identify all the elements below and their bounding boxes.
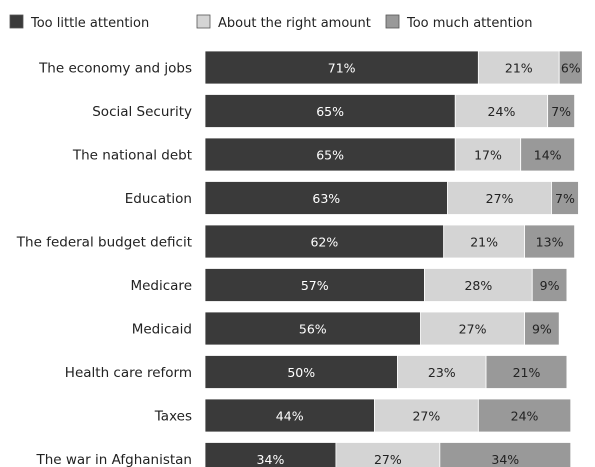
data-label: 34% bbox=[257, 452, 285, 467]
bar-segment-about-the-right-amount bbox=[443, 224, 525, 259]
data-label: 6% bbox=[561, 61, 581, 76]
data-label: 13% bbox=[536, 235, 564, 250]
data-label: 65% bbox=[316, 148, 344, 163]
data-label: 23% bbox=[428, 365, 456, 380]
data-label: 21% bbox=[470, 235, 498, 250]
data-label: 71% bbox=[328, 61, 356, 76]
category-label: Health care reform bbox=[65, 365, 192, 381]
bar-row-the-economy-and-jobs: 71% 21% 6% bbox=[204, 50, 583, 85]
data-label: 28% bbox=[464, 278, 492, 293]
bar-row-social-security: 65% 24% 7% bbox=[204, 94, 576, 128]
legend-item-too-much-attention: Too much attention bbox=[385, 14, 533, 31]
data-label: 21% bbox=[513, 365, 541, 380]
bar-segment-too-little-attention bbox=[204, 355, 398, 389]
bar-segment-too-little-attention bbox=[204, 224, 445, 259]
category-label: Medicare bbox=[130, 278, 192, 294]
bar-row-the-federal-budget-deficit: 62% 21% 13% bbox=[204, 224, 575, 259]
legend: Too little attention About the right amou… bbox=[9, 14, 533, 31]
bar-segment-about-the-right-amount bbox=[373, 398, 479, 433]
bar-segment-about-the-right-amount bbox=[477, 50, 560, 85]
bar-segment-too-little-attention bbox=[204, 181, 448, 215]
data-label: 57% bbox=[301, 278, 329, 293]
bar-segment-about-the-right-amount bbox=[420, 311, 525, 346]
bar-row-the-national-debt: 65% 17% 14% bbox=[204, 137, 576, 172]
legend-item-too-little-attention: Too little attention bbox=[9, 14, 149, 31]
category-labels: The economy and jobs Social Security The n… bbox=[16, 61, 192, 467]
category-label: The economy and jobs bbox=[38, 61, 192, 77]
bar-segment-too-much-attention bbox=[524, 311, 560, 346]
bar-row-medicare: 57% 28% 9% bbox=[204, 268, 568, 302]
bar-segment-too-little-attention bbox=[204, 311, 422, 346]
bar-segment-too-much-attention bbox=[520, 137, 576, 172]
category-label: The national debt bbox=[72, 148, 192, 164]
data-label: 17% bbox=[474, 148, 502, 163]
category-label: The federal budget deficit bbox=[16, 235, 192, 251]
legend-item-about-the-right-amount: About the right amount bbox=[196, 14, 371, 31]
data-label: 65% bbox=[316, 104, 344, 119]
data-label: 9% bbox=[532, 322, 552, 337]
bar-segment-about-the-right-amount bbox=[454, 94, 549, 128]
bar-row-health-care-reform: 50% 23% 21% bbox=[204, 355, 568, 389]
bar-segment-too-much-attention bbox=[551, 181, 579, 215]
data-label: 7% bbox=[551, 104, 571, 119]
bar-segment-too-much-attention bbox=[531, 268, 568, 302]
data-label: 27% bbox=[374, 452, 402, 467]
bar-segment-too-much-attention bbox=[485, 355, 568, 389]
legend-swatch bbox=[9, 14, 24, 29]
bar-segment-too-little-attention bbox=[204, 50, 479, 85]
bar-segment-too-much-attention bbox=[524, 224, 575, 259]
bar-row-the-war-in-afghanistan: 34% 27% 34% bbox=[204, 442, 572, 467]
data-label: 27% bbox=[412, 409, 440, 424]
category-label: Medicaid bbox=[132, 322, 192, 338]
category-label: Social Security bbox=[92, 104, 192, 120]
legend-swatch bbox=[385, 14, 400, 29]
data-label: 24% bbox=[511, 409, 539, 424]
data-label: 63% bbox=[312, 191, 340, 206]
data-label: 21% bbox=[505, 61, 533, 76]
data-label: 56% bbox=[299, 322, 327, 337]
bar-segment-too-little-attention bbox=[204, 398, 375, 433]
bar-segment-too-much-attention bbox=[547, 94, 576, 128]
data-label: 24% bbox=[488, 104, 516, 119]
data-label: 14% bbox=[534, 148, 562, 163]
data-label: 9% bbox=[540, 278, 560, 293]
category-label: The war in Afghanistan bbox=[35, 452, 192, 467]
data-label: 27% bbox=[486, 191, 514, 206]
bar-segment-too-little-attention bbox=[204, 137, 456, 172]
legend-swatch bbox=[196, 14, 211, 29]
data-label: 44% bbox=[276, 409, 304, 424]
bar-segment-too-little-attention bbox=[204, 268, 425, 302]
bar-row-education: 63% 27% 7% bbox=[204, 181, 579, 215]
bar-segment-too-little-attention bbox=[204, 94, 456, 128]
category-label: Education bbox=[125, 191, 192, 207]
bars: 71% 21% 6% 65% 24% 7% 65% 17% 14% 63% 27% 7% 62% 21% 1… bbox=[204, 50, 583, 467]
bar-segment-too-much-attention bbox=[439, 442, 572, 467]
bar-segment-too-much-attention bbox=[477, 398, 572, 433]
bar-row-medicaid: 56% 27% 9% bbox=[204, 311, 560, 346]
bar-segment-about-the-right-amount bbox=[424, 268, 533, 302]
category-label: Taxes bbox=[154, 409, 192, 425]
legend-label: Too little attention bbox=[30, 16, 149, 31]
legend-label: About the right amount bbox=[218, 16, 371, 31]
data-label: 7% bbox=[555, 191, 575, 206]
data-label: 27% bbox=[459, 322, 487, 337]
data-label: 50% bbox=[287, 365, 315, 380]
data-label: 34% bbox=[491, 452, 519, 467]
bar-segment-about-the-right-amount bbox=[397, 355, 487, 389]
bar-segment-about-the-right-amount bbox=[447, 181, 552, 215]
bar-segment-too-much-attention bbox=[558, 50, 583, 85]
legend-label: Too much attention bbox=[406, 16, 533, 31]
bar-row-taxes: 44% 27% 24% bbox=[204, 398, 572, 433]
data-label: 62% bbox=[310, 235, 338, 250]
